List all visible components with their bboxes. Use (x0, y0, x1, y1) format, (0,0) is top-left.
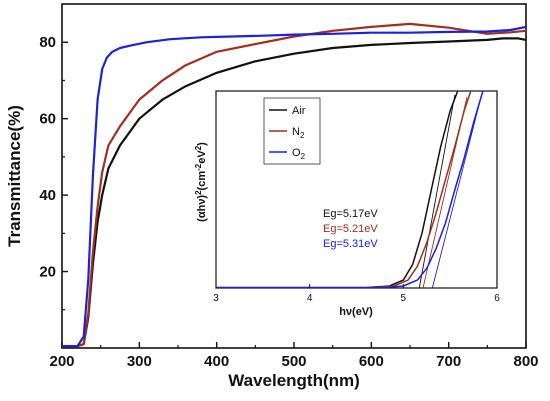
inset-legend: Air N2 O2 (263, 97, 321, 165)
main-y-tick-label: 20 (39, 264, 56, 281)
inset-x-tick-label: 6 (494, 293, 500, 304)
inset-x-tick-label: 4 (307, 293, 313, 304)
inset-x-axis-title: hν(eV) (339, 306, 373, 318)
main-y-tick-label: 40 (39, 187, 56, 204)
main-series-n2 (62, 22, 527, 348)
inset-series-n2 (216, 91, 472, 288)
main-y-tick-label: 80 (39, 34, 56, 51)
main-x-tick-label: 700 (436, 353, 461, 370)
eg-annotation-air: Eg=5.17eV (323, 208, 378, 220)
legend-label-o2: O2 (292, 147, 306, 161)
main-x-axis-title: Wavelength(nm) (228, 371, 360, 390)
main-x-tick-label: 500 (281, 353, 306, 370)
eg-annotation-n2: Eg=5.21eV (323, 223, 378, 235)
main-x-tick-label: 200 (49, 353, 74, 370)
inset-y-axis-title: (αhν)2(cm-2eV2) (194, 142, 208, 222)
eg-annotation-o2: Eg=5.31eV (323, 238, 378, 250)
main-y-tick-label: 60 (39, 111, 56, 128)
inset-x-tick-label: 5 (401, 293, 407, 304)
main-x-tick-label: 400 (204, 353, 229, 370)
inset-series-o2 (216, 91, 484, 288)
inset-fit-air (418, 94, 456, 288)
main-x-tick-label: 300 (127, 353, 152, 370)
legend-label-n2: N2 (292, 126, 305, 140)
inset-fit-o2 (431, 96, 482, 288)
legend-label-air: Air (292, 105, 306, 117)
main-x-tick-label: 800 (513, 353, 538, 370)
main-x-tick-label: 600 (359, 353, 384, 370)
main-y-axis-title: Transmittance(%) (5, 105, 24, 247)
main-series-o2 (62, 25, 527, 348)
inset-plot-frame (215, 90, 498, 289)
inset-x-tick-label: 3 (213, 293, 219, 304)
